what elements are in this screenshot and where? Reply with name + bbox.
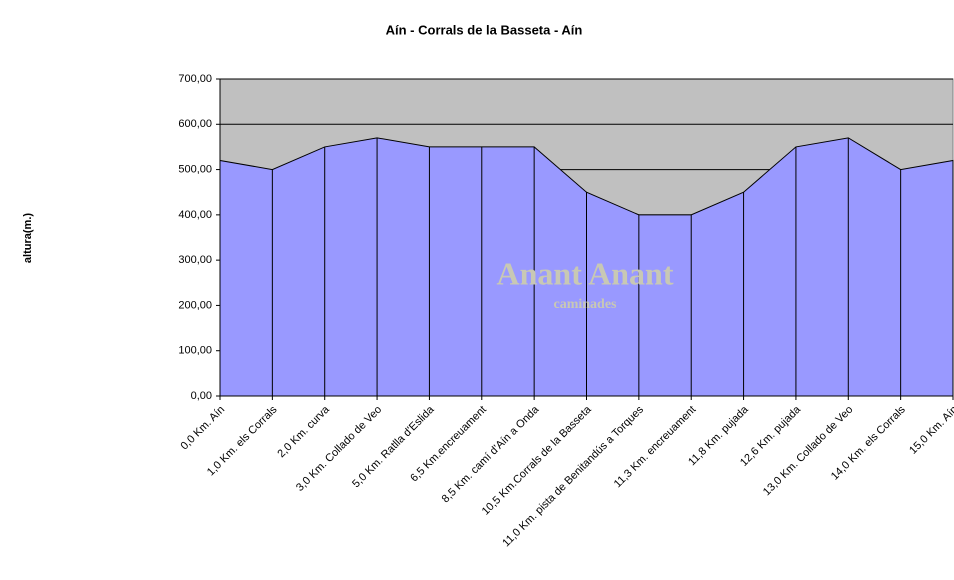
y-tick-label: 100,00 — [178, 345, 212, 357]
x-tick-label: 13,0 Km. Collado de Veo — [761, 404, 856, 499]
x-tick-label: 15,0 Km. Aín — [907, 404, 954, 457]
y-axis-label: altura(m.) — [22, 213, 34, 263]
x-tick-label: 10,5 Km.Corrals de la Basseta — [480, 403, 595, 518]
watermark-subtitle: caminades — [554, 297, 618, 312]
y-tick-label: 600,00 — [178, 118, 212, 130]
x-tick-label: 2,0 Km. curva — [275, 403, 332, 460]
y-tick-label: 200,00 — [178, 299, 212, 311]
y-tick-label: 500,00 — [178, 163, 212, 175]
y-tick-label: 300,00 — [178, 254, 212, 266]
chart-title: Aín - Corrals de la Basseta - Aín — [386, 22, 583, 37]
x-tick-label: 0,0 Km. Aín — [178, 404, 227, 453]
x-tick-label: 3,0 Km. Collado de Veo — [294, 404, 384, 494]
x-tick-label: 8,5 Km. camí d'Aín a Onda — [440, 403, 542, 505]
y-tick-label: 0,00 — [191, 390, 212, 402]
y-tick-label: 400,00 — [178, 209, 212, 221]
y-tick-label: 700,00 — [178, 73, 212, 85]
watermark-title: Anant Anant — [497, 255, 674, 291]
